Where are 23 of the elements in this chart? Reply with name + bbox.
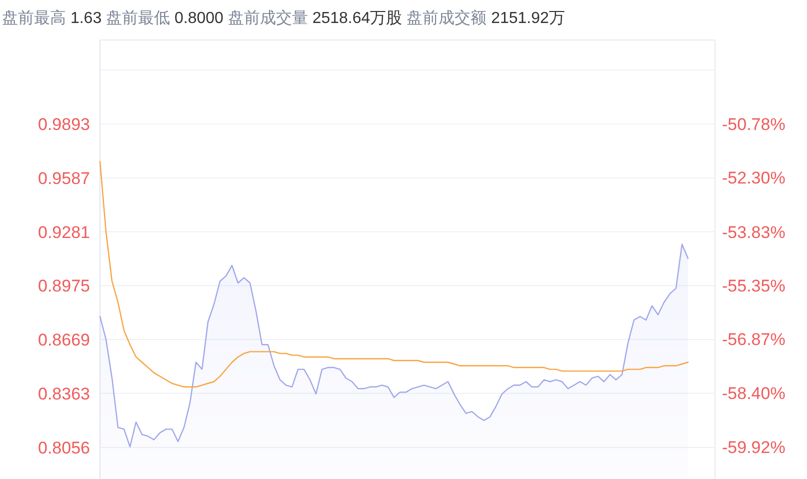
text: 0.8000	[170, 10, 224, 27]
y-tick-label: 0.8056	[38, 438, 90, 458]
y2-tick-label: -58.40%	[722, 384, 786, 404]
y2-tick-label: -55.35%	[722, 276, 786, 296]
text: 盘前成交量	[223, 9, 308, 27]
text: 2151.92万	[486, 10, 565, 27]
y-tick-label: 0.9893	[38, 114, 90, 134]
y2-tick-label: -59.92%	[722, 438, 786, 457]
y-tick-label: 0.9281	[38, 222, 90, 242]
y2-tick-label: -53.83%	[722, 222, 786, 242]
y2-tick-label: -56.87%	[722, 330, 786, 350]
line-series	[99, 160, 689, 388]
y2-tick-label: -50.78%	[722, 115, 786, 134]
text: 2518.64万股	[308, 10, 402, 27]
text: 盘前最高	[2, 9, 66, 27]
y-tick-label: 0.8363	[38, 384, 90, 404]
y-tick-label: 0.8975	[38, 276, 90, 296]
text: 盘前成交额	[402, 9, 487, 27]
text: 盘前最低	[102, 9, 170, 27]
text: 1.63	[66, 10, 102, 27]
y2-tick-label: -52.30%	[722, 168, 786, 188]
y-tick-label: 0.8669	[38, 330, 90, 350]
y-tick-label: 0.9587	[38, 168, 90, 188]
